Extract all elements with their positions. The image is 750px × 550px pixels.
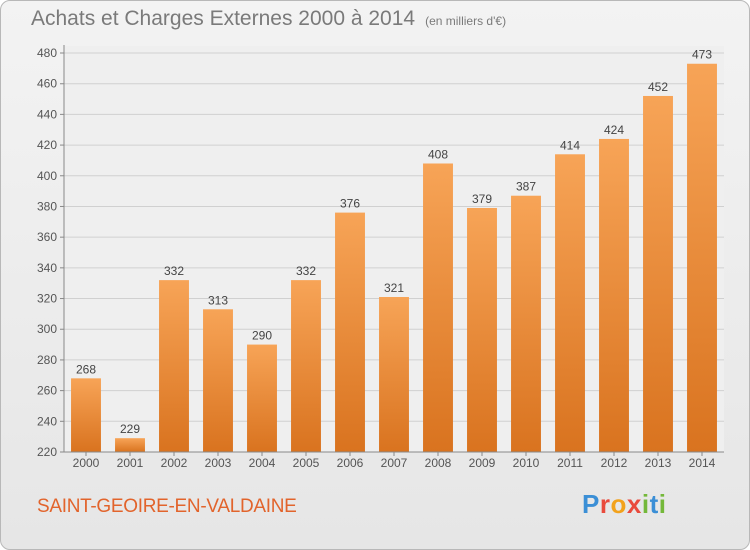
data-label: 332 [296, 264, 316, 278]
chart-title: Achats et Charges Externes 2000 à 2014 (e… [31, 7, 506, 31]
x-tick-label: 2012 [601, 456, 628, 470]
x-tick-label: 2014 [689, 456, 716, 470]
data-label: 268 [76, 362, 96, 376]
x-axis: 2000 2001 2002 2003 2004 2005 2006 2007 2008 2009… [64, 451, 724, 470]
x-tick-label: 2010 [513, 456, 540, 470]
y-tick-label: 240 [37, 414, 57, 428]
x-tick-label: 2008 [425, 456, 452, 470]
data-label: 332 [164, 264, 184, 278]
bar [203, 309, 233, 452]
y-tick-label: 280 [37, 353, 57, 367]
y-tick-label: 260 [37, 384, 57, 398]
y-tick-label: 360 [37, 230, 57, 244]
bar [555, 154, 585, 453]
x-tick-label: 2011 [557, 456, 583, 470]
y-tick-label: 420 [37, 138, 57, 152]
data-label: 290 [252, 329, 272, 343]
bar [71, 378, 101, 452]
data-label: 452 [648, 80, 668, 94]
bar [247, 344, 277, 452]
commune-name: SAINT-GEOIRE-EN-VALDAINE [37, 496, 297, 517]
bars [71, 63, 717, 453]
x-tick-label: 2006 [337, 456, 364, 470]
proxiti-logo[interactable]: Proxiti [582, 489, 667, 519]
x-tick-label: 2013 [645, 456, 672, 470]
x-tick-label: 2003 [205, 456, 232, 470]
bar [335, 212, 365, 452]
y-tick-label: 300 [37, 322, 57, 336]
y-tick-label: 320 [37, 292, 57, 306]
data-label: 313 [208, 293, 228, 307]
data-label: 414 [560, 138, 580, 152]
data-label: 473 [692, 48, 712, 62]
y-tick-label: 460 [37, 77, 57, 91]
title-text: Achats et Charges Externes 2000 à 2014 [31, 7, 416, 30]
bar [115, 438, 145, 452]
data-label: 379 [472, 192, 492, 206]
x-tick-label: 2007 [381, 456, 408, 470]
data-label: 321 [384, 281, 404, 295]
data-label: 408 [428, 147, 448, 161]
bar [599, 138, 629, 452]
x-tick-label: 2005 [293, 456, 320, 470]
x-tick-label: 2004 [249, 456, 276, 470]
y-axis: 220 240 260 280 300 320 340 360 380 400 420 440 460 4… [37, 45, 65, 459]
x-tick-label: 2001 [117, 456, 144, 470]
bar [643, 95, 673, 452]
y-tick-label: 480 [37, 46, 57, 60]
bar [687, 63, 717, 452]
bar [511, 195, 541, 452]
data-label: 387 [516, 180, 536, 194]
bar [291, 280, 321, 452]
x-tick-label: 2000 [73, 456, 100, 470]
y-tick-label: 440 [37, 107, 57, 121]
data-label: 376 [340, 197, 360, 211]
y-tick-label: 220 [37, 445, 57, 459]
bar [379, 297, 409, 452]
x-tick-label: 2002 [161, 456, 188, 470]
y-tick-label: 340 [37, 261, 57, 275]
value-labels: 268 229 332 313 290 332 376 321 408 379 387 414 424 4… [76, 48, 712, 436]
data-label: 424 [604, 123, 624, 137]
bar [159, 280, 189, 452]
bar [423, 163, 453, 452]
unit-note: (en milliers d'€) [425, 14, 507, 28]
x-tick-label: 2009 [469, 456, 496, 470]
y-tick-label: 380 [37, 199, 57, 213]
data-label: 229 [120, 422, 140, 436]
bar [467, 207, 497, 452]
y-tick-label: 400 [37, 169, 57, 183]
